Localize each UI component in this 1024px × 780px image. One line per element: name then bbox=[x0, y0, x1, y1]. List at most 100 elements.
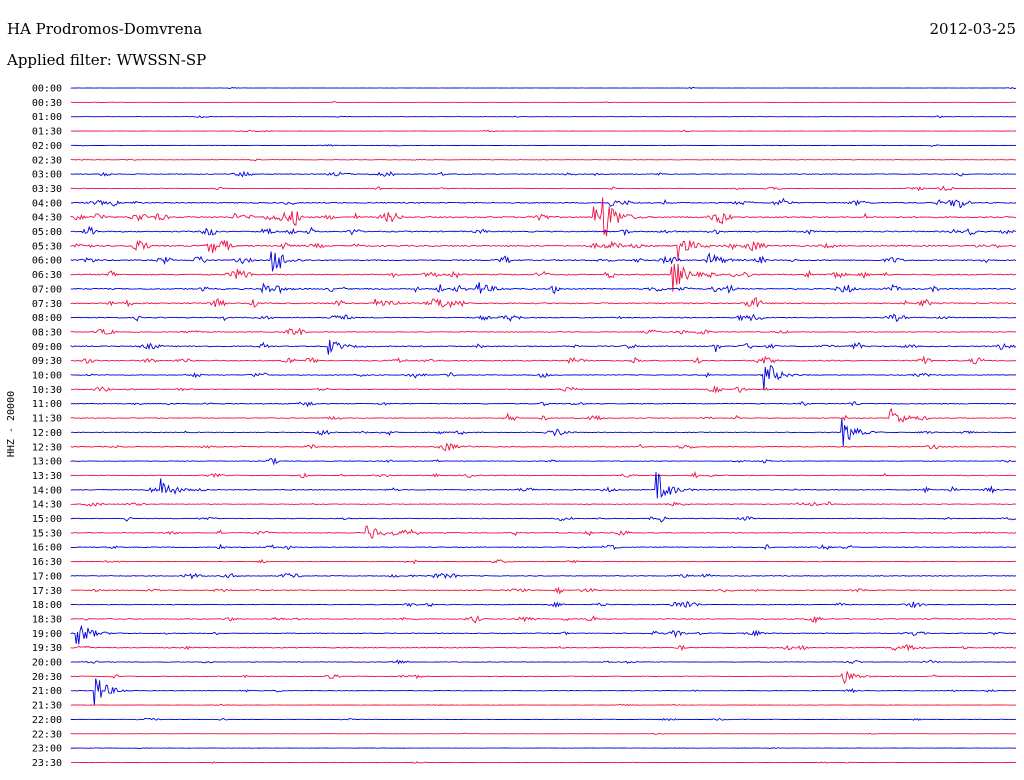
trace-line bbox=[70, 558, 1017, 565]
trace-line bbox=[70, 418, 1017, 447]
trace-line bbox=[70, 282, 1017, 295]
tick-label: 04:00 bbox=[32, 198, 62, 209]
tick-label: 00:30 bbox=[32, 98, 62, 109]
trace-line bbox=[70, 747, 1017, 750]
trace-line bbox=[70, 313, 1017, 323]
trace-line bbox=[70, 624, 1017, 645]
tick-label: 05:00 bbox=[32, 227, 62, 238]
y-axis-label: HHZ - 20000 bbox=[6, 391, 17, 457]
trace-line bbox=[70, 197, 1017, 237]
trace-line bbox=[70, 543, 1017, 551]
trace-line bbox=[71, 355, 1017, 365]
trace-line bbox=[70, 601, 1017, 609]
tick-label: 09:30 bbox=[32, 356, 62, 367]
trace-line bbox=[70, 101, 1017, 104]
tick-label: 20:30 bbox=[32, 672, 62, 683]
trace-line bbox=[70, 471, 1017, 479]
tick-label: 17:00 bbox=[32, 571, 62, 582]
trace-line bbox=[70, 501, 1017, 508]
trace-line bbox=[70, 586, 1017, 595]
trace-line bbox=[70, 129, 1017, 133]
trace-line bbox=[70, 239, 1017, 261]
tick-label: 09:00 bbox=[32, 342, 62, 353]
filter-label: Applied filter: WWSSN-SP bbox=[7, 51, 207, 69]
trace-line bbox=[70, 516, 1017, 523]
trace-line bbox=[70, 659, 1017, 665]
tick-label: 19:30 bbox=[32, 643, 62, 654]
tick-label: 05:30 bbox=[32, 241, 62, 252]
tick-label: 14:00 bbox=[32, 485, 62, 496]
tick-label: 03:30 bbox=[32, 184, 62, 195]
tick-label: 13:00 bbox=[32, 457, 62, 468]
trace-line bbox=[70, 442, 1017, 452]
trace-line bbox=[70, 678, 1017, 706]
tick-label: 12:30 bbox=[32, 442, 62, 453]
trace-line bbox=[70, 572, 1017, 580]
tick-label: 22:00 bbox=[32, 715, 62, 726]
tick-label: 16:30 bbox=[32, 557, 62, 568]
tick-label: 13:30 bbox=[32, 471, 62, 482]
tick-label: 10:30 bbox=[32, 385, 62, 396]
tick-label: 00:00 bbox=[32, 84, 62, 95]
tick-label: 08:00 bbox=[32, 313, 62, 324]
trace-line bbox=[70, 471, 1017, 499]
station-title: HA Prodromos-Domvrena bbox=[7, 20, 203, 38]
trace-line bbox=[70, 407, 1017, 423]
tick-label: 11:30 bbox=[32, 414, 62, 425]
tick-label: 06:30 bbox=[32, 270, 62, 281]
trace-line bbox=[71, 761, 1017, 765]
trace-line bbox=[70, 671, 1017, 685]
tick-label: 02:30 bbox=[32, 155, 62, 166]
tick-label: 16:00 bbox=[32, 543, 62, 554]
trace-line bbox=[70, 732, 1017, 736]
trace-line bbox=[70, 251, 1017, 272]
tick-label: 21:00 bbox=[32, 686, 62, 697]
tick-label: 12:00 bbox=[32, 428, 62, 439]
tick-label: 23:30 bbox=[32, 758, 62, 769]
tick-label: 06:00 bbox=[32, 256, 62, 267]
trace-line bbox=[70, 170, 1017, 178]
tick-label: 18:00 bbox=[32, 600, 62, 611]
trace-line bbox=[70, 615, 1017, 624]
trace-line bbox=[70, 144, 1017, 148]
trace-line bbox=[70, 717, 1017, 722]
trace-line bbox=[70, 86, 1017, 90]
tick-label: 02:00 bbox=[32, 141, 62, 152]
tick-label: 04:30 bbox=[32, 213, 62, 224]
tick-label: 15:00 bbox=[32, 514, 62, 525]
trace-line bbox=[70, 327, 1017, 335]
tick-group: 00:00 00:30 01:00 01:30 02:00 02:30 03:00 03:30… bbox=[32, 84, 62, 769]
trace-line bbox=[70, 457, 1017, 466]
tick-label: 03:00 bbox=[32, 170, 62, 181]
tick-label: 22:30 bbox=[32, 729, 62, 740]
trace-line bbox=[70, 263, 1017, 292]
tick-label: 14:30 bbox=[32, 500, 62, 511]
tick-label: 18:30 bbox=[32, 614, 62, 625]
tick-label: 20:00 bbox=[32, 658, 62, 669]
trace-group bbox=[70, 86, 1017, 765]
trace-line bbox=[70, 297, 1017, 309]
trace-line bbox=[70, 365, 1017, 391]
trace-line bbox=[71, 115, 1017, 119]
tick-label: 23:00 bbox=[32, 744, 62, 755]
trace-line bbox=[70, 339, 1017, 355]
trace-line bbox=[70, 644, 1017, 652]
tick-label: 11:00 bbox=[32, 399, 62, 410]
tick-label: 07:00 bbox=[32, 284, 62, 295]
trace-line bbox=[70, 525, 1017, 539]
trace-line bbox=[71, 385, 1017, 394]
tick-label: 08:30 bbox=[32, 327, 62, 338]
tick-label: 15:30 bbox=[32, 528, 62, 539]
trace-line bbox=[70, 703, 1017, 707]
tick-label: 17:30 bbox=[32, 586, 62, 597]
trace-line bbox=[70, 185, 1017, 192]
tick-label: 21:30 bbox=[32, 701, 62, 712]
trace-line bbox=[70, 401, 1017, 408]
trace-line bbox=[70, 225, 1017, 237]
tick-label: 07:30 bbox=[32, 299, 62, 310]
trace-line bbox=[70, 197, 1017, 209]
tick-label: 01:00 bbox=[32, 112, 62, 123]
trace-line bbox=[70, 158, 1017, 162]
tick-label: 10:00 bbox=[32, 371, 62, 382]
